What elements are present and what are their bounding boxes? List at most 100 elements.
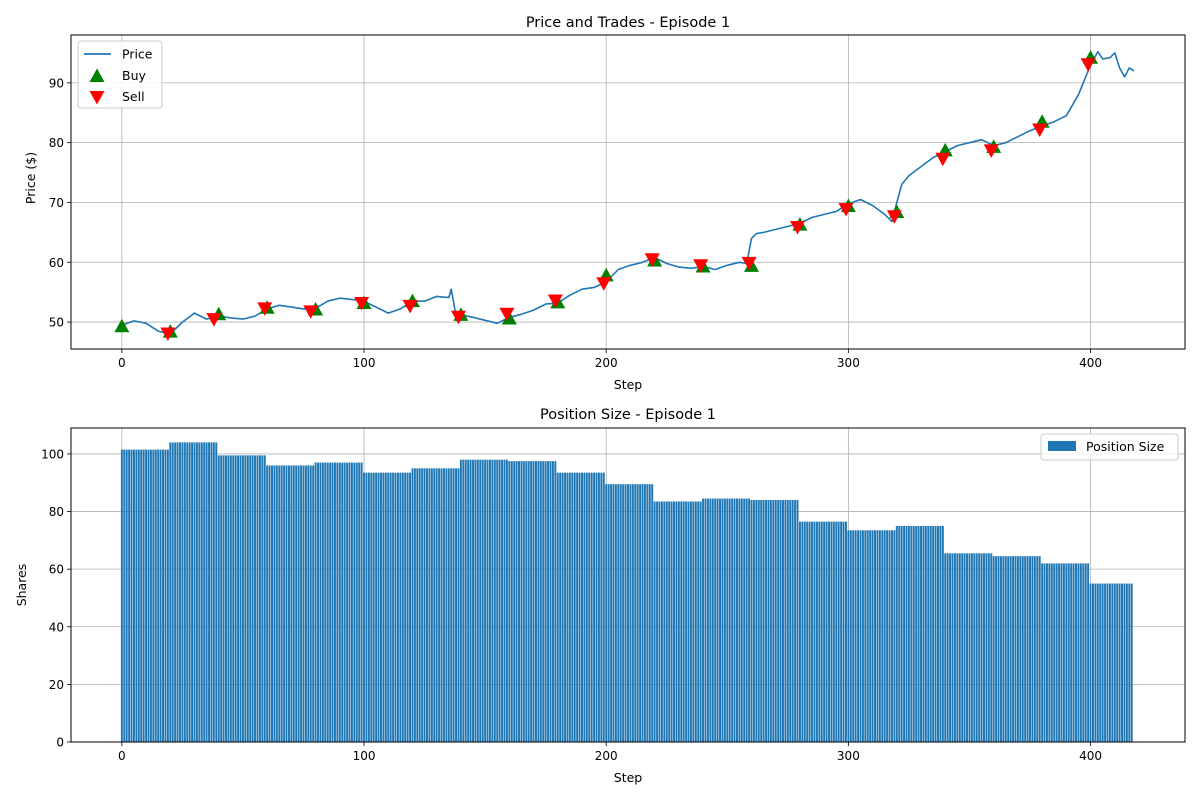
position-bar	[723, 498, 726, 742]
top-legend: Price Buy Sell	[77, 40, 163, 109]
bottom-y-tick-label: 40	[49, 620, 64, 634]
position-bar	[484, 459, 487, 742]
legend-buy-label: Buy	[122, 68, 146, 83]
position-bar	[380, 472, 382, 742]
position-bar	[997, 556, 1000, 742]
position-bar	[1099, 583, 1102, 742]
position-bar	[806, 521, 809, 742]
position-bar	[1092, 583, 1094, 742]
bottom-legend: Position Size	[1040, 433, 1179, 461]
position-bar	[627, 484, 629, 742]
position-bar	[665, 501, 668, 742]
position-bar	[1065, 563, 1068, 742]
position-bar	[731, 498, 734, 742]
sell-marker	[790, 220, 806, 235]
position-bar	[895, 525, 898, 742]
position-bar	[554, 461, 557, 742]
position-bar	[1036, 556, 1039, 742]
position-bar	[1050, 563, 1053, 742]
position-bar	[779, 500, 782, 742]
position-bar	[488, 459, 491, 742]
position-bar	[273, 465, 276, 742]
position-bar	[634, 484, 637, 742]
position-bar	[714, 498, 717, 742]
top-x-tick-label: 300	[837, 356, 860, 370]
position-bar	[651, 484, 654, 742]
position-bar	[571, 472, 574, 742]
position-bar	[614, 484, 617, 742]
position-bar	[307, 465, 310, 742]
position-bar	[1116, 583, 1119, 742]
position-bar	[675, 501, 678, 742]
position-bar	[1125, 583, 1128, 742]
position-bar	[399, 472, 402, 742]
position-bar	[505, 459, 508, 742]
position-bar	[300, 465, 303, 742]
top-x-tick-label: 100	[353, 356, 376, 370]
position-bar	[990, 553, 993, 742]
position-bar	[861, 530, 864, 742]
position-bar	[973, 553, 976, 742]
top-y-tick-label: 50	[49, 316, 64, 330]
position-bar	[418, 468, 421, 742]
position-bar	[760, 500, 763, 742]
top-y-tick-label: 60	[49, 256, 64, 270]
position-bar	[750, 500, 753, 742]
position-bar	[149, 449, 152, 742]
position-bar	[166, 449, 169, 742]
position-bar	[1123, 583, 1126, 742]
position-bar	[413, 468, 416, 742]
position-bar	[442, 468, 445, 742]
position-bar	[1038, 556, 1041, 742]
position-bar	[542, 461, 545, 742]
position-bar	[137, 449, 140, 742]
bottom-y-tick-label: 20	[49, 678, 64, 692]
position-bar	[343, 462, 346, 742]
position-bar	[951, 553, 954, 742]
position-bar	[1118, 583, 1121, 742]
bottom-y-tick-label: 80	[49, 505, 64, 519]
position-bar	[234, 455, 237, 742]
position-bar	[1024, 556, 1027, 742]
position-bar	[246, 455, 249, 742]
position-bar	[869, 530, 872, 742]
position-bar	[1113, 583, 1116, 742]
position-bar	[740, 498, 743, 742]
position-bar	[1021, 556, 1024, 742]
position-bar	[162, 449, 164, 742]
position-bar	[953, 553, 956, 742]
legend-sell-label: Sell	[122, 89, 145, 104]
position-bar	[130, 449, 133, 742]
position-bar	[438, 468, 441, 742]
position-bar	[949, 553, 952, 742]
position-bar	[409, 472, 412, 742]
position-bar	[905, 525, 908, 742]
position-bar	[561, 472, 564, 742]
top-y-axis-label: Price ($)	[23, 152, 38, 204]
position-bar	[624, 484, 627, 742]
position-bar	[1060, 563, 1063, 742]
position-bar	[716, 498, 719, 742]
position-bar	[452, 468, 455, 742]
bottom-x-tick-label: 0	[118, 749, 126, 763]
position-bar	[304, 465, 307, 742]
position-bar	[847, 530, 850, 742]
position-bar	[1045, 563, 1048, 742]
position-bar	[726, 498, 729, 742]
position-bar	[459, 459, 462, 742]
position-bar	[992, 556, 995, 742]
position-bar	[961, 553, 964, 742]
position-bar	[842, 521, 845, 742]
position-bar	[1041, 563, 1044, 742]
position-bar	[1075, 563, 1077, 742]
position-bar	[302, 465, 305, 742]
sell-marker	[303, 305, 319, 319]
position-bar	[702, 498, 705, 742]
position-bar	[508, 461, 511, 742]
position-bar	[440, 468, 443, 742]
position-bar	[699, 501, 702, 742]
position-bar	[1101, 583, 1104, 742]
position-bar	[762, 500, 765, 742]
legend-sell-swatch	[89, 91, 105, 105]
position-bar	[435, 468, 438, 742]
